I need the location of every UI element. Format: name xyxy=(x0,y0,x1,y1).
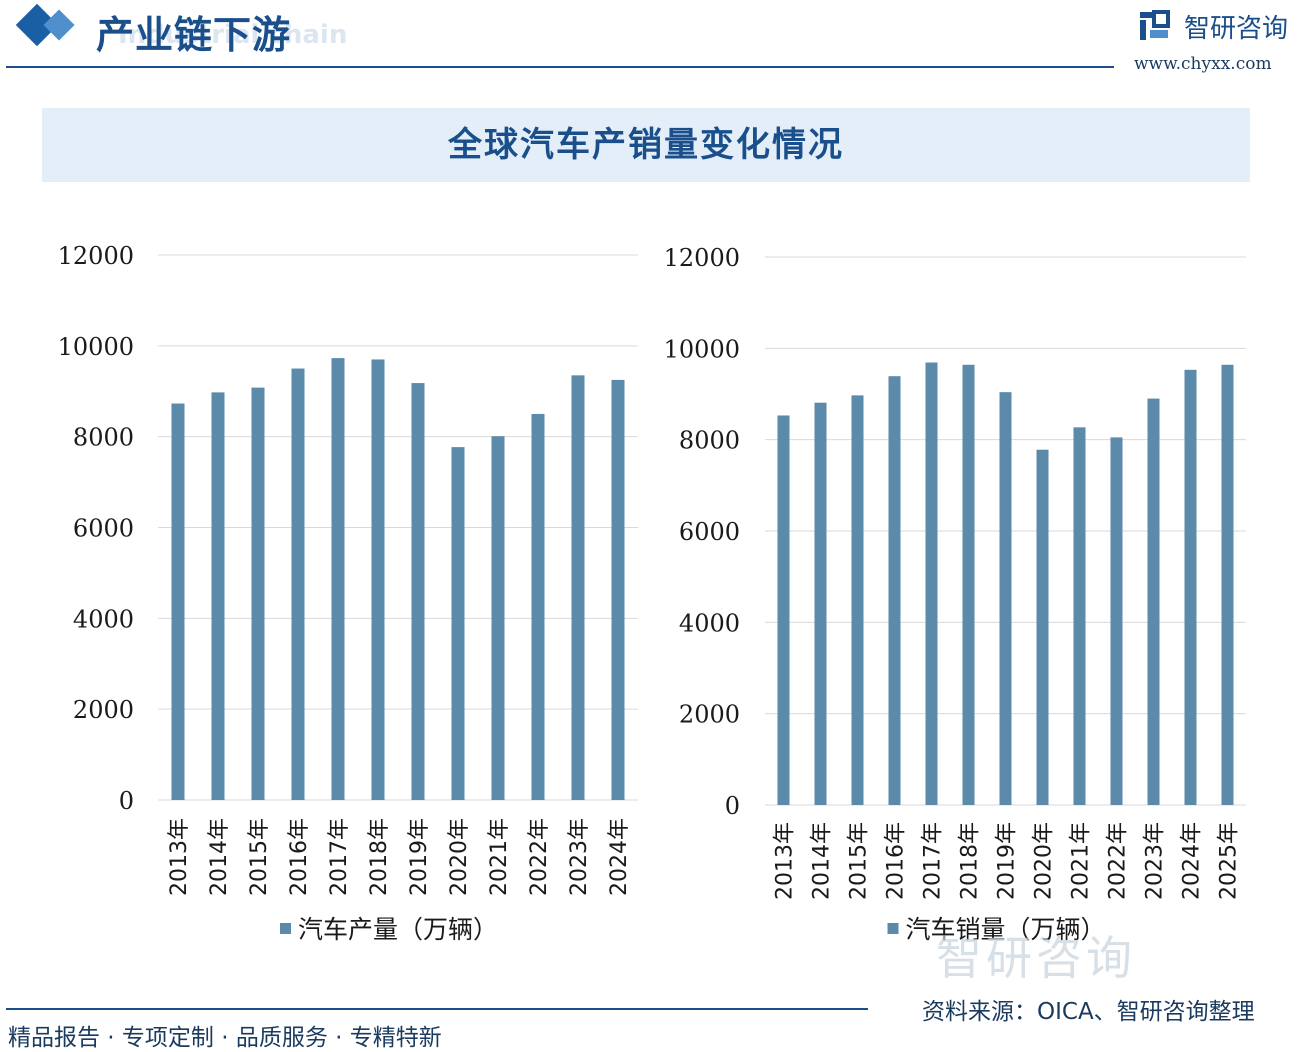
bar xyxy=(611,379,625,800)
y-tick-label: 12000 xyxy=(664,244,740,272)
bar xyxy=(451,447,465,800)
bar xyxy=(999,392,1012,805)
bar xyxy=(531,413,545,800)
x-tick-label: 2019年 xyxy=(995,822,1020,900)
bar xyxy=(371,359,385,800)
header-divider xyxy=(6,66,1114,68)
y-tick-label: 12000 xyxy=(58,242,134,270)
x-tick-label: 2014年 xyxy=(207,818,232,896)
x-tick-label: 2023年 xyxy=(1143,822,1168,900)
brand-logo-icon xyxy=(1140,10,1170,40)
bar xyxy=(571,375,585,800)
y-tick-label: 0 xyxy=(725,792,740,820)
bar xyxy=(925,362,938,805)
y-tick-label: 8000 xyxy=(679,427,740,455)
y-tick-label: 2000 xyxy=(679,701,740,729)
bar xyxy=(1110,437,1123,805)
x-tick-label: 2019年 xyxy=(407,818,432,896)
bar xyxy=(888,376,901,805)
x-tick-label: 2013年 xyxy=(167,818,192,896)
bar xyxy=(1184,369,1197,805)
bar xyxy=(1221,364,1234,805)
legend-swatch xyxy=(280,923,291,934)
brand-name: 智研咨询 xyxy=(1184,14,1289,44)
bar xyxy=(411,383,425,800)
bar xyxy=(291,368,305,800)
chart-banner: 全球汽车产销量变化情况 xyxy=(42,108,1250,182)
x-tick-label: 2017年 xyxy=(327,818,352,896)
x-tick-label: 2018年 xyxy=(367,818,392,896)
y-tick-label: 2000 xyxy=(73,696,134,724)
chart-title: 全球汽车产销量变化情况 xyxy=(448,125,844,165)
y-tick-label: 0 xyxy=(119,787,134,815)
y-tick-label: 4000 xyxy=(73,605,134,633)
site-url: www.chyxx.com xyxy=(1134,54,1272,74)
legend-label: 汽车销量（万辆） xyxy=(906,915,1106,944)
header: Industrial chain 产业链下游 智研咨询 www.chyxx.co… xyxy=(0,0,1298,74)
bar xyxy=(1147,398,1160,805)
bar xyxy=(851,395,864,805)
x-tick-label: 2023年 xyxy=(567,818,592,896)
legend-label: 汽车产量（万辆） xyxy=(298,915,498,944)
watermark: 智研咨询 xyxy=(936,931,1136,985)
x-tick-label: 2020年 xyxy=(1032,822,1057,900)
bar xyxy=(491,436,505,800)
x-tick-label: 2018年 xyxy=(958,822,983,900)
x-tick-label: 2021年 xyxy=(1069,822,1094,900)
bar xyxy=(251,387,265,800)
x-tick-label: 2013年 xyxy=(773,822,798,900)
bar xyxy=(962,364,975,805)
data-source: 资料来源：OICA、智研咨询整理 xyxy=(922,999,1255,1025)
x-tick-label: 2014年 xyxy=(810,822,835,900)
section-title: 产业链下游 xyxy=(96,12,292,57)
bar xyxy=(331,358,345,800)
x-tick-label: 2022年 xyxy=(527,818,552,896)
y-tick-label: 10000 xyxy=(664,335,740,363)
x-tick-label: 2024年 xyxy=(1180,822,1205,900)
bar xyxy=(777,415,790,805)
legend-swatch xyxy=(887,923,899,934)
x-tick-label: 2015年 xyxy=(847,822,872,900)
y-tick-label: 8000 xyxy=(73,424,134,452)
x-tick-label: 2017年 xyxy=(921,822,946,900)
bar xyxy=(211,392,225,800)
x-tick-label: 2025年 xyxy=(1217,822,1242,900)
x-tick-label: 2016年 xyxy=(884,822,909,900)
bar xyxy=(814,402,827,805)
x-tick-label: 2022年 xyxy=(1106,822,1131,900)
x-tick-label: 2020年 xyxy=(447,818,472,896)
x-tick-label: 2015年 xyxy=(247,818,272,896)
y-tick-label: 4000 xyxy=(679,609,740,637)
footer-divider xyxy=(6,1008,868,1010)
y-tick-label: 10000 xyxy=(58,333,134,361)
bar xyxy=(1036,449,1049,805)
y-tick-label: 6000 xyxy=(679,518,740,546)
bar xyxy=(1073,427,1086,805)
bar xyxy=(171,403,185,800)
y-tick-label: 6000 xyxy=(73,515,134,543)
footer-slogan: 精品报告 · 专项定制 · 品质服务 · 专精特新 xyxy=(8,1025,442,1051)
x-tick-label: 2021年 xyxy=(487,818,512,896)
x-tick-label: 2016年 xyxy=(287,818,312,896)
x-tick-label: 2024年 xyxy=(607,818,632,896)
